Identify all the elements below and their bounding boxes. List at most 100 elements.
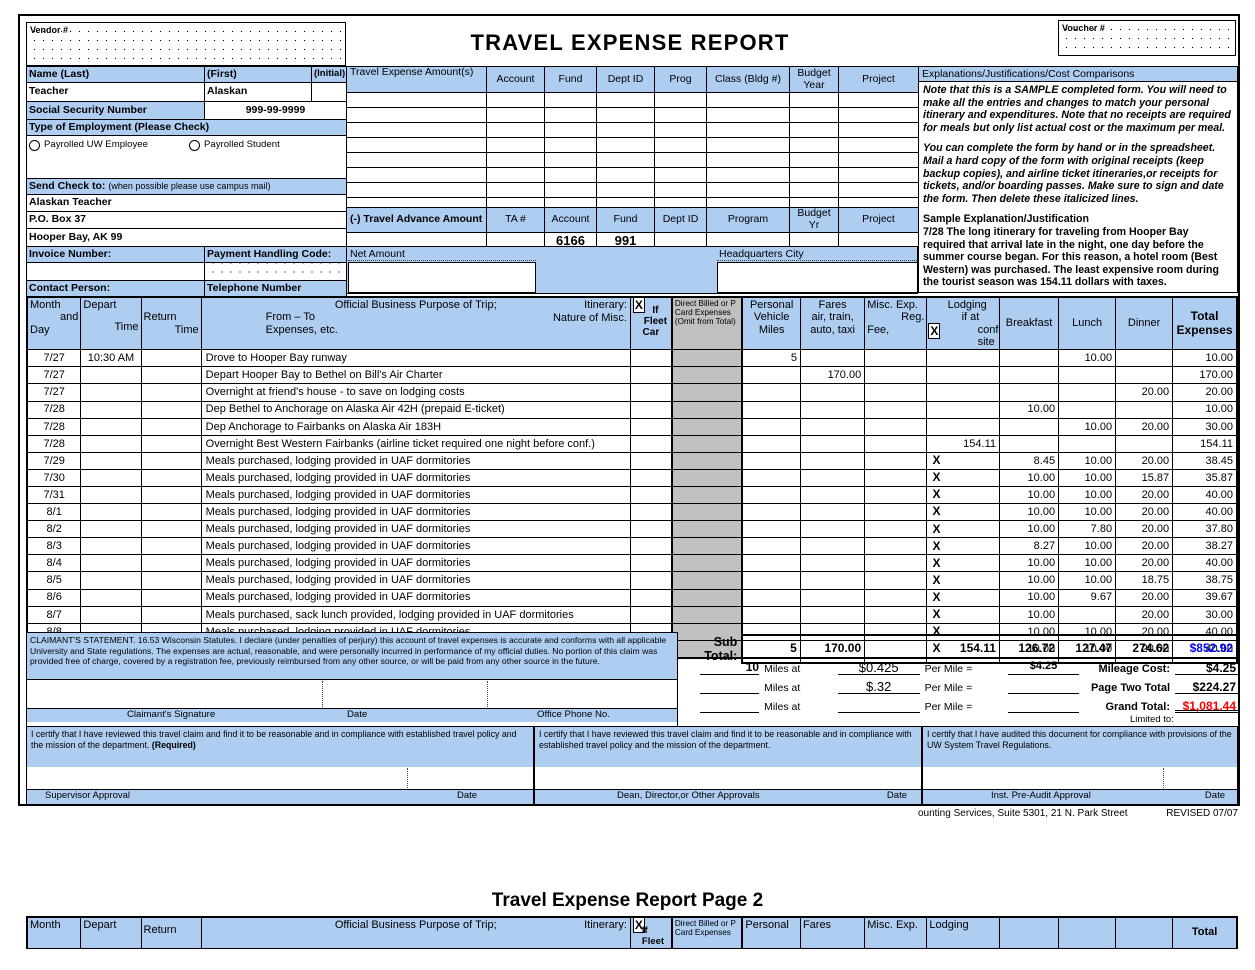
cell-dinner[interactable]: 20.00 xyxy=(1115,537,1174,556)
acct-cell[interactable] xyxy=(706,92,790,108)
mileage-rate-0[interactable]: $0.425 xyxy=(837,660,920,675)
acct-cell[interactable] xyxy=(596,167,655,183)
cell-lodging[interactable] xyxy=(945,503,1000,522)
cell-misc[interactable] xyxy=(864,554,928,573)
invoice-number-value[interactable] xyxy=(26,262,205,281)
cell-direct-billed[interactable] xyxy=(670,639,743,659)
cell-lunch[interactable]: 10.00 xyxy=(1058,537,1117,556)
cell-lunch[interactable]: 10.00 xyxy=(1058,451,1117,470)
cell-depart[interactable] xyxy=(80,400,142,419)
cell-breakfast[interactable]: 10.00 xyxy=(998,520,1060,539)
cell-misc[interactable] xyxy=(864,349,928,368)
cell-dinner[interactable] xyxy=(1115,349,1174,368)
acct-cell[interactable] xyxy=(346,167,487,183)
cell-dinner[interactable]: 20.00 xyxy=(1115,383,1174,402)
cell-lodging-check[interactable]: X xyxy=(926,451,946,470)
cell-total[interactable]: 20.00 xyxy=(1172,383,1239,402)
cell-lodging-check[interactable]: X xyxy=(926,554,946,573)
cell-purpose[interactable]: Overnight at friend's house - to save on… xyxy=(200,383,631,402)
mileage-amount-2[interactable] xyxy=(1007,698,1080,713)
cell-return[interactable] xyxy=(140,434,202,453)
acct-cell[interactable] xyxy=(486,92,545,108)
acct-cell[interactable] xyxy=(486,182,545,198)
acct-cell[interactable] xyxy=(838,107,919,123)
cell-direct-billed[interactable] xyxy=(670,537,743,556)
cell-lodging-check[interactable] xyxy=(926,366,946,385)
cell-return[interactable] xyxy=(140,417,202,436)
cell-lunch[interactable]: 10.00 xyxy=(1058,503,1117,522)
cell-fleet[interactable] xyxy=(629,485,673,505)
acct-cell[interactable] xyxy=(544,122,597,138)
cell-lodging-check[interactable]: X xyxy=(926,520,946,539)
name-initial-value[interactable] xyxy=(311,82,347,102)
cell-lodging-check[interactable]: X xyxy=(926,503,946,522)
cell-lodging-check[interactable]: X xyxy=(926,588,946,607)
acct-cell[interactable] xyxy=(789,167,839,183)
cell-depart[interactable] xyxy=(80,571,142,590)
address-line-2[interactable]: P.O. Box 37 xyxy=(26,211,347,229)
cell-miles[interactable]: 5 xyxy=(741,349,801,368)
cell-direct-billed[interactable] xyxy=(670,485,743,505)
mileage-amount-0[interactable]: $4.25 xyxy=(1007,660,1080,675)
acct-cell[interactable] xyxy=(654,182,707,198)
table-row[interactable]: 7/27 10:30 AM Drove to Hooper Bay runway 5 1… xyxy=(26,349,1239,368)
cell-lodging-check[interactable]: X xyxy=(926,537,946,556)
cell-miles[interactable] xyxy=(741,588,801,607)
acct-cell[interactable] xyxy=(838,92,919,108)
table-row[interactable]: 8/5 Meals purchased, lodging provided in … xyxy=(26,571,1239,590)
cell-date[interactable]: 7/27 xyxy=(26,349,82,368)
cell-total[interactable]: 39.67 xyxy=(1172,588,1239,607)
cell-purpose[interactable]: Depart Hooper Bay to Bethel on Bill's Ai… xyxy=(200,366,631,385)
cell-direct-billed[interactable] xyxy=(670,588,743,607)
cell-fleet[interactable] xyxy=(629,434,673,453)
cell-fares[interactable] xyxy=(799,451,866,470)
mileage-amount-1[interactable] xyxy=(1007,679,1080,694)
acct-cell[interactable] xyxy=(654,92,707,108)
acct-cell[interactable] xyxy=(838,182,919,198)
cell-purpose[interactable]: Drove to Hooper Bay runway xyxy=(200,349,631,368)
acct-cell[interactable] xyxy=(596,152,655,168)
cell-fares[interactable] xyxy=(799,417,866,436)
cell-dinner[interactable] xyxy=(1115,366,1174,385)
mileage-miles-0[interactable]: 10 xyxy=(700,660,760,675)
cell-return[interactable] xyxy=(140,383,202,402)
cell-miles[interactable] xyxy=(741,417,801,436)
acct-cell[interactable] xyxy=(346,107,487,123)
cell-dinner[interactable] xyxy=(1115,434,1174,453)
cell-total[interactable]: 10.00 xyxy=(1172,400,1239,419)
cell-dinner[interactable]: 20.00 xyxy=(1115,588,1174,607)
lodging-checkbox-x-icon[interactable]: X xyxy=(928,323,941,339)
cell-date[interactable]: 8/3 xyxy=(26,537,82,556)
cell-fleet[interactable] xyxy=(629,520,673,539)
cell-lunch[interactable] xyxy=(1058,400,1117,419)
acct-cell[interactable] xyxy=(838,122,919,138)
cell-total[interactable]: 170.00 xyxy=(1172,366,1239,385)
cell-breakfast[interactable]: 10.00 xyxy=(998,485,1060,505)
cell-misc[interactable] xyxy=(864,571,928,590)
acct-cell[interactable] xyxy=(789,152,839,168)
cell-fleet[interactable] xyxy=(629,503,673,522)
cell-miles[interactable] xyxy=(741,520,801,539)
cell-purpose[interactable]: Meals purchased, lodging provided in UAF… xyxy=(200,571,631,590)
cell-breakfast[interactable] xyxy=(998,349,1060,368)
acct-cell[interactable] xyxy=(838,152,919,168)
cell-fleet[interactable] xyxy=(629,605,673,624)
acct-cell[interactable] xyxy=(596,182,655,198)
cell-breakfast[interactable]: 10.00 xyxy=(998,554,1060,573)
cell-dinner[interactable]: 18.75 xyxy=(1115,571,1174,590)
cell-lodging[interactable] xyxy=(945,485,1000,505)
cell-depart[interactable] xyxy=(80,417,142,436)
cell-dinner[interactable]: 20.00 xyxy=(1115,605,1174,624)
cell-purpose[interactable]: Meals purchased, lodging provided in UAF… xyxy=(200,554,631,573)
cell-date[interactable]: 7/27 xyxy=(26,366,82,385)
acct-cell[interactable] xyxy=(544,137,597,153)
cell-fleet[interactable] xyxy=(629,366,673,385)
cell-direct-billed[interactable] xyxy=(670,383,743,402)
cell-lodging-check[interactable] xyxy=(926,400,946,419)
cell-breakfast[interactable] xyxy=(998,366,1060,385)
table-row[interactable]: 8/1 Meals purchased, lodging provided in … xyxy=(26,503,1239,522)
acct-cell[interactable] xyxy=(654,137,707,153)
cell-lodging[interactable] xyxy=(945,537,1000,556)
cell-breakfast[interactable] xyxy=(998,417,1060,436)
cell-fleet[interactable] xyxy=(629,451,673,470)
